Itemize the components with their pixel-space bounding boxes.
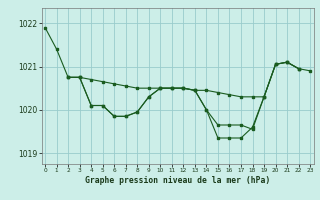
X-axis label: Graphe pression niveau de la mer (hPa): Graphe pression niveau de la mer (hPa)	[85, 176, 270, 185]
